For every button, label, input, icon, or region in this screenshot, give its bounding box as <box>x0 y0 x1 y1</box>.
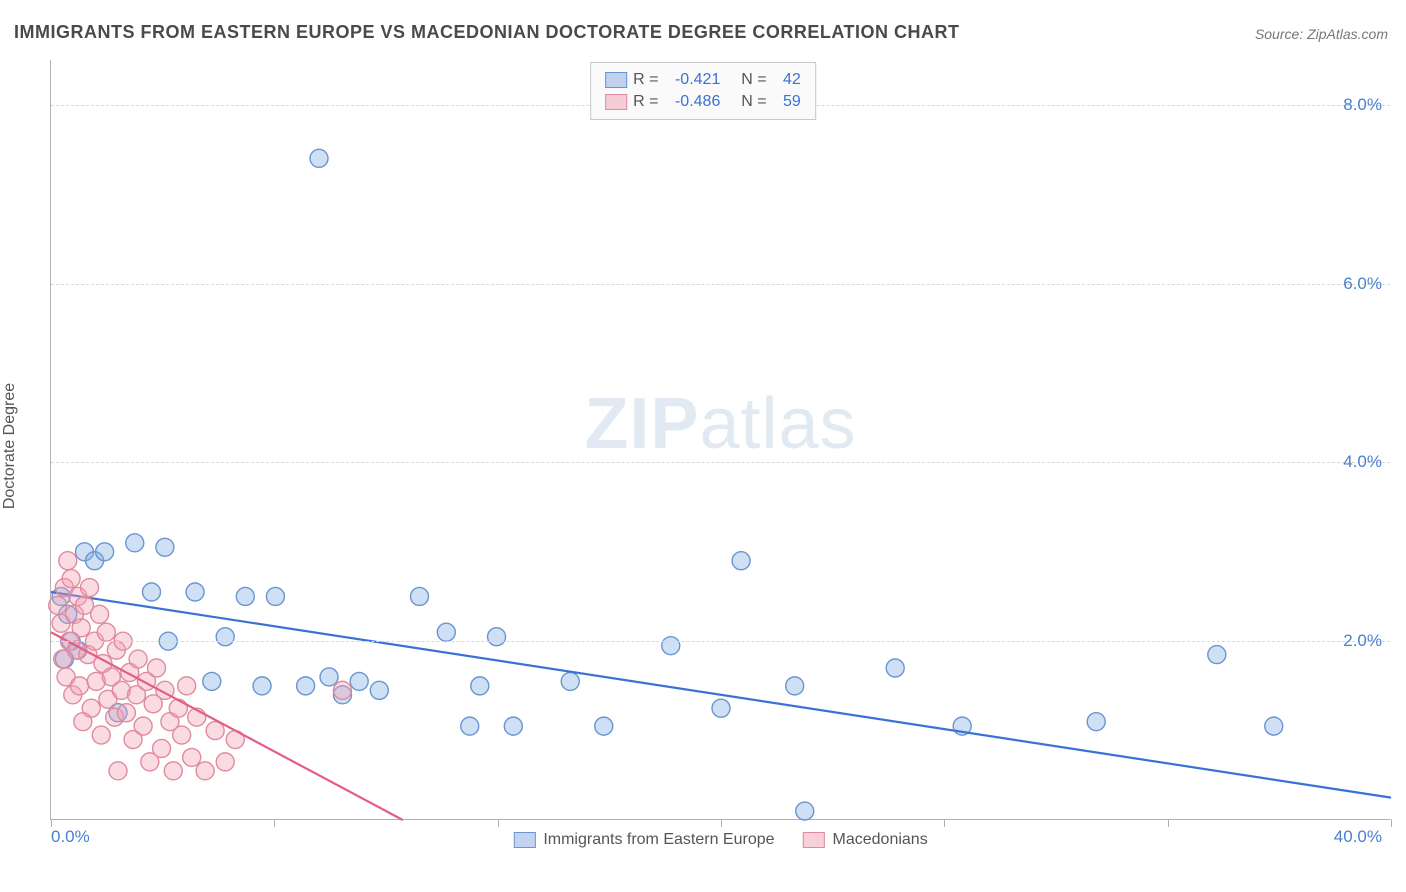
x-tick <box>721 819 722 827</box>
y-tick-label: 8.0% <box>1343 95 1382 115</box>
r-value: -0.421 <box>675 69 720 91</box>
r-label: R = <box>633 91 658 113</box>
legend-item: Macedonians <box>803 831 928 849</box>
r-value: -0.486 <box>675 91 720 113</box>
r-label: R = <box>633 69 658 91</box>
data-point <box>109 762 127 780</box>
data-point <box>712 699 730 717</box>
data-point <box>350 672 368 690</box>
y-tick-label: 2.0% <box>1343 631 1382 651</box>
x-tick <box>944 819 945 827</box>
n-label: N = <box>741 69 766 91</box>
n-label: N = <box>741 91 766 113</box>
n-value: 42 <box>783 69 801 91</box>
data-point <box>786 677 804 695</box>
data-point <box>97 623 115 641</box>
data-point <box>411 587 429 605</box>
data-point <box>70 677 88 695</box>
y-axis-title: Doctorate Degree <box>1 383 19 509</box>
legend-row: R = -0.486 N = 59 <box>605 91 801 113</box>
data-point <box>320 668 338 686</box>
data-point <box>178 677 196 695</box>
data-point <box>796 802 814 820</box>
data-point <box>662 637 680 655</box>
data-point <box>96 543 114 561</box>
data-point <box>216 753 234 771</box>
data-point <box>266 587 284 605</box>
x-tick <box>1168 819 1169 827</box>
data-point <box>1208 646 1226 664</box>
data-point <box>203 672 221 690</box>
data-point <box>595 717 613 735</box>
data-point <box>437 623 455 641</box>
legend-label: Macedonians <box>833 831 928 849</box>
data-point <box>310 149 328 167</box>
data-point <box>886 659 904 677</box>
x-tick <box>1391 819 1392 827</box>
chart-title: IMMIGRANTS FROM EASTERN EUROPE VS MACEDO… <box>14 22 960 43</box>
data-point <box>488 628 506 646</box>
data-point <box>504 717 522 735</box>
data-point <box>370 681 388 699</box>
x-axis-min-label: 0.0% <box>51 827 90 847</box>
x-axis-max-label: 40.0% <box>1334 827 1382 847</box>
data-point <box>134 717 152 735</box>
data-point <box>169 699 187 717</box>
data-point <box>72 619 90 637</box>
data-point <box>333 681 351 699</box>
plot-area: ZIPatlas 0.0% 40.0% Immigrants from East… <box>50 60 1390 820</box>
square-icon <box>605 72 627 88</box>
x-tick <box>51 819 52 827</box>
data-point <box>196 762 214 780</box>
square-icon <box>513 832 535 848</box>
data-point <box>1265 717 1283 735</box>
data-point <box>59 552 77 570</box>
data-point <box>183 748 201 766</box>
data-point <box>173 726 191 744</box>
data-point <box>461 717 479 735</box>
data-point <box>126 534 144 552</box>
data-point <box>49 596 67 614</box>
data-point <box>62 570 80 588</box>
data-point <box>153 739 171 757</box>
data-point <box>297 677 315 695</box>
y-tick-label: 6.0% <box>1343 274 1382 294</box>
data-point <box>143 583 161 601</box>
data-point <box>561 672 579 690</box>
legend-row: R = -0.421 N = 42 <box>605 69 801 91</box>
data-point <box>82 699 100 717</box>
x-tick <box>498 819 499 827</box>
data-point <box>156 538 174 556</box>
data-point <box>216 628 234 646</box>
data-point <box>117 704 135 722</box>
data-point <box>91 605 109 623</box>
data-point <box>471 677 489 695</box>
data-point <box>81 579 99 597</box>
data-point <box>164 762 182 780</box>
correlation-legend: R = -0.421 N = 42 R = -0.486 N = 59 <box>590 62 816 120</box>
data-point <box>148 659 166 677</box>
square-icon <box>605 94 627 110</box>
data-point <box>236 587 254 605</box>
data-point <box>129 650 147 668</box>
legend-label: Immigrants from Eastern Europe <box>543 831 774 849</box>
square-icon <box>803 832 825 848</box>
gridline <box>51 462 1390 463</box>
n-value: 59 <box>783 91 801 113</box>
data-point <box>92 726 110 744</box>
data-point <box>186 583 204 601</box>
bottom-legend: Immigrants from Eastern Europe Macedonia… <box>513 831 927 849</box>
x-tick <box>274 819 275 827</box>
gridline <box>51 641 1390 642</box>
y-tick-label: 4.0% <box>1343 452 1382 472</box>
source-label: Source: ZipAtlas.com <box>1255 26 1388 42</box>
chart-svg <box>51 60 1390 819</box>
gridline <box>51 284 1390 285</box>
data-point <box>253 677 271 695</box>
data-point <box>1087 713 1105 731</box>
data-point <box>732 552 750 570</box>
trend-line <box>51 592 1391 798</box>
legend-item: Immigrants from Eastern Europe <box>513 831 774 849</box>
